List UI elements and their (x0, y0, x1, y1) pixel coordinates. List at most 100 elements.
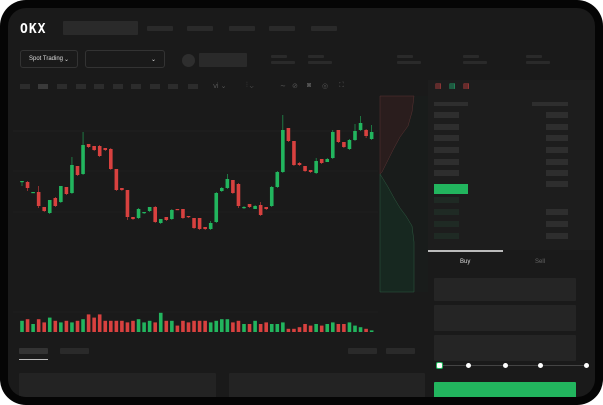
volume-bar (364, 328, 368, 332)
volume-bar (336, 324, 341, 332)
candle (131, 217, 135, 219)
volume-bar (258, 324, 263, 332)
volume-bar (186, 322, 191, 332)
candle (336, 130, 341, 142)
volume-bar (64, 320, 69, 332)
candle (303, 166, 307, 171)
volume-bar (286, 328, 291, 332)
ask-price (434, 147, 459, 153)
candle (175, 209, 180, 211)
volume-bar (192, 320, 196, 332)
timeframe-button[interactable] (38, 84, 48, 89)
nav-item[interactable] (229, 26, 255, 31)
volume-bar (264, 322, 268, 332)
candle (269, 187, 274, 206)
candle (342, 142, 346, 147)
candle (214, 193, 219, 222)
tab-order-history[interactable] (60, 348, 89, 354)
timeframe-button[interactable] (57, 84, 67, 89)
timeframe-button[interactable] (94, 84, 104, 89)
amount-input[interactable] (434, 305, 576, 331)
timeframe-button[interactable] (76, 84, 86, 89)
okx-logo[interactable]: OKX (20, 22, 47, 37)
volume-bar (331, 322, 335, 332)
candle (358, 123, 363, 130)
volume-bar (253, 320, 257, 332)
orderbook-buy-icon[interactable]: ▤ (449, 83, 456, 90)
total-input[interactable] (434, 335, 576, 361)
orderbook-header-amount (532, 102, 568, 106)
candle (181, 209, 185, 218)
volume-bar (175, 325, 180, 332)
settings-icon[interactable]: ◎ (322, 83, 329, 90)
fullscreen-icon[interactable]: ⛶ (339, 82, 344, 89)
volume-bar (114, 320, 119, 332)
timeframe-button[interactable] (188, 84, 198, 89)
timeframe-button[interactable] (150, 84, 160, 89)
candle (203, 227, 207, 229)
volume-bar (36, 319, 41, 332)
candle (286, 128, 291, 141)
candle (86, 144, 91, 147)
indicator-icon[interactable]: ⅵ ⌄ (213, 83, 227, 90)
bid-price (434, 209, 459, 215)
candle (36, 192, 41, 206)
search-bar[interactable] (63, 21, 138, 35)
candle (158, 219, 163, 223)
timeframe-button[interactable] (113, 84, 123, 89)
buy-button[interactable] (434, 382, 576, 397)
nav-item[interactable] (269, 26, 295, 31)
candle (120, 188, 124, 190)
candle (186, 216, 191, 218)
volume-bar (147, 320, 152, 332)
coin-icon (182, 54, 195, 67)
chart-type-icon[interactable]: ⫶ ⌄ (246, 82, 254, 89)
bid-price (434, 233, 459, 239)
pair-select[interactable]: ⌄ (85, 50, 165, 68)
volume-bar (197, 320, 202, 332)
candle (25, 182, 30, 188)
slider-stop-100[interactable] (584, 363, 589, 368)
orderbook-both-icon[interactable]: ▤ (435, 83, 442, 90)
timeframe-button[interactable] (168, 84, 178, 89)
slider-stop-50[interactable] (503, 363, 508, 368)
volume-bar (31, 324, 35, 332)
last-price (434, 184, 468, 194)
camera-icon[interactable]: ◙ (307, 82, 312, 89)
orderbook-sell-icon[interactable]: ▤ (463, 83, 470, 90)
bottom-card (229, 373, 425, 397)
ask-price (434, 124, 459, 130)
candle (353, 131, 357, 140)
slider-stop-75[interactable] (538, 363, 543, 368)
stat-label (271, 55, 287, 58)
chevron-down-icon: ⌄ (63, 56, 69, 63)
nav-item[interactable] (147, 26, 173, 31)
slider-handle[interactable] (436, 362, 443, 369)
price-input[interactable] (434, 278, 576, 301)
chevron-down-icon: ⌄ (150, 56, 156, 63)
filter-button[interactable] (386, 348, 415, 354)
candle (109, 149, 113, 169)
stat-value (271, 61, 295, 64)
market-select[interactable]: Spot Trading ⌄ (20, 50, 78, 68)
pencil-icon[interactable]: ⊘ (292, 83, 298, 90)
timeframe-button[interactable] (20, 84, 30, 89)
volume-bar (319, 325, 324, 332)
volume-bar (308, 325, 313, 332)
filter-button[interactable] (348, 348, 377, 354)
tab-open-orders[interactable] (19, 348, 48, 354)
stat-label (526, 55, 542, 58)
amount-slider-track[interactable] (439, 365, 587, 366)
tab-buy[interactable]: Buy (460, 259, 471, 265)
candle (59, 186, 63, 202)
slider-stop-25[interactable] (466, 363, 471, 368)
nav-item[interactable] (311, 26, 337, 31)
candle (331, 132, 335, 158)
draw-line-icon[interactable]: ∼ (280, 83, 286, 90)
ask-amount (546, 112, 568, 118)
tab-sell[interactable]: Sell (535, 259, 546, 265)
candlestick-chart[interactable] (8, 92, 438, 342)
nav-item[interactable] (187, 26, 213, 31)
ask-price (434, 159, 459, 165)
timeframe-button[interactable] (131, 84, 141, 89)
